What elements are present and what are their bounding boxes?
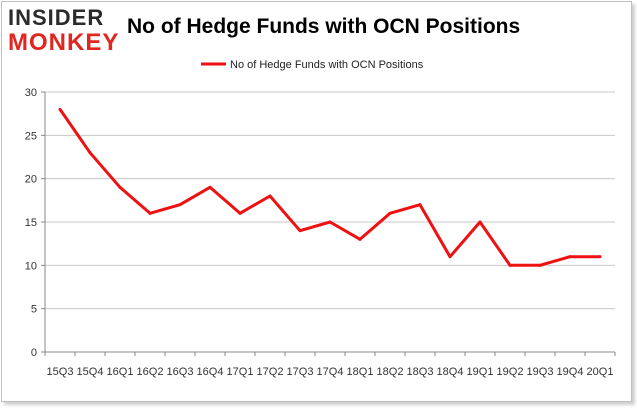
chart-title: No of Hedge Funds with OCN Positions xyxy=(127,15,521,38)
x-tick-label: 17Q1 xyxy=(227,366,254,378)
x-tick-label: 16Q2 xyxy=(137,366,164,378)
chart-frame xyxy=(1,1,632,402)
x-tick-label: 19Q2 xyxy=(497,366,524,378)
data-point xyxy=(328,220,332,224)
y-tick-label: 15 xyxy=(25,217,37,229)
y-axis: 0 5 10 15 20 25 30 xyxy=(25,87,46,359)
data-point xyxy=(178,203,182,207)
y-tick-label: 10 xyxy=(25,260,37,272)
data-point xyxy=(148,211,152,215)
x-tick-label: 16Q1 xyxy=(107,366,134,378)
y-tick-label: 0 xyxy=(31,347,37,359)
x-tick-label: 19Q4 xyxy=(557,366,584,378)
x-tick-label: 18Q4 xyxy=(437,366,464,378)
x-axis: 15Q3 15Q4 16Q1 16Q2 16Q3 16Q4 17Q1 17Q2 17Q3 17Q4… xyxy=(44,351,616,378)
x-tick-label: 16Q4 xyxy=(197,366,224,378)
x-tick-label: 17Q3 xyxy=(287,366,314,378)
x-tick-label: 19Q1 xyxy=(467,366,494,378)
data-point xyxy=(418,203,422,207)
data-point xyxy=(298,229,302,233)
data-point xyxy=(448,255,452,259)
x-tick-label: 20Q1 xyxy=(587,366,614,378)
data-point xyxy=(268,194,272,198)
y-tick-label: 5 xyxy=(31,304,37,316)
series-line xyxy=(58,108,600,267)
data-point xyxy=(358,237,362,241)
data-point xyxy=(388,211,392,215)
logo-line-1: INSIDER xyxy=(8,5,105,30)
data-point xyxy=(88,151,92,155)
data-point xyxy=(508,263,512,267)
data-point xyxy=(118,185,122,189)
legend-label: No of Hedge Funds with OCN Positions xyxy=(230,59,424,71)
data-point xyxy=(58,107,62,111)
y-tick-label: 20 xyxy=(25,174,37,186)
y-tick-label: 30 xyxy=(25,87,37,99)
x-tick-label: 15Q4 xyxy=(77,366,104,378)
x-tick-label: 18Q2 xyxy=(377,366,404,378)
data-point xyxy=(538,263,542,267)
x-tick-label: 15Q3 xyxy=(47,366,74,378)
data-point xyxy=(598,255,602,259)
data-point xyxy=(208,185,212,189)
data-point xyxy=(238,211,242,215)
x-tick-label: 16Q3 xyxy=(167,366,194,378)
series-layer xyxy=(58,107,602,267)
x-tick-label: 18Q3 xyxy=(407,366,434,378)
x-tick-label: 17Q4 xyxy=(317,366,344,378)
data-point xyxy=(478,220,482,224)
logo-line-2: MONKEY xyxy=(8,29,120,56)
data-point xyxy=(568,255,572,259)
insider-monkey-logo: INSIDER MONKEY xyxy=(8,6,120,56)
x-tick-label: 18Q1 xyxy=(347,366,374,378)
x-tick-label: 17Q2 xyxy=(257,366,284,378)
y-tick-label: 25 xyxy=(25,130,37,142)
x-tick-label: 19Q3 xyxy=(527,366,554,378)
legend: No of Hedge Funds with OCN Positions xyxy=(201,59,424,71)
